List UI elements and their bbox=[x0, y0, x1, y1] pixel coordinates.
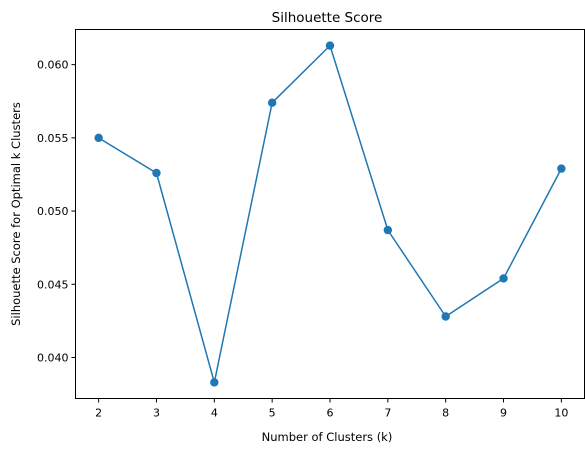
y-tick-label: 0.055 bbox=[37, 132, 69, 145]
data-point-k7 bbox=[383, 225, 393, 235]
x-tick-label: 3 bbox=[153, 407, 160, 420]
x-tick-label: 4 bbox=[211, 407, 218, 420]
x-tick-label: 8 bbox=[442, 407, 449, 420]
y-tick-label: 0.045 bbox=[37, 278, 69, 291]
plot-area: 2 3 4 5 6 7 8 9 10 0.040 0.045 0.050 0.055 0.060 bbox=[37, 41, 568, 420]
data-point-k5 bbox=[267, 98, 277, 107]
y-tick-label: 0.040 bbox=[37, 352, 69, 365]
data-point-k9 bbox=[499, 274, 508, 283]
x-axis-label: Number of Clusters (k) bbox=[262, 430, 393, 444]
chart-title: Silhouette Score bbox=[272, 10, 383, 26]
data-point-k6 bbox=[325, 41, 335, 50]
data-point-k4 bbox=[210, 378, 219, 387]
data-point-k10 bbox=[557, 164, 566, 173]
x-tick-label: 2 bbox=[95, 407, 102, 420]
data-point-k8 bbox=[441, 312, 450, 321]
x-tick-label: 10 bbox=[554, 407, 568, 420]
x-tick-label: 6 bbox=[327, 407, 334, 420]
y-tick-label: 0.060 bbox=[37, 59, 69, 72]
data-point-k2 bbox=[94, 133, 103, 143]
data-point-k3 bbox=[152, 168, 161, 178]
y-tick-label: 0.050 bbox=[37, 205, 69, 218]
x-tick-label: 5 bbox=[269, 407, 276, 420]
x-tick-label: 9 bbox=[500, 407, 507, 420]
y-axis-label: Silhouette Score for Optimal k Clusters bbox=[9, 102, 23, 326]
x-tick-label: 7 bbox=[384, 407, 391, 420]
